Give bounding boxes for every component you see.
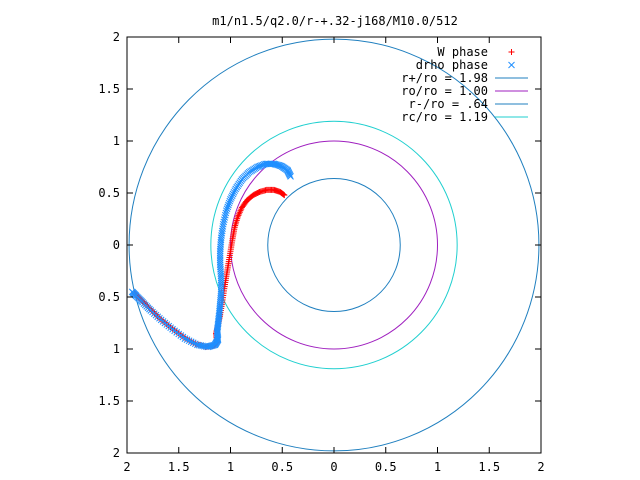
x-tick-label: 2 xyxy=(537,460,544,474)
drho-phase-point xyxy=(226,197,234,205)
drho-phase-point xyxy=(183,336,191,343)
legend-marker xyxy=(508,49,515,55)
drho-phase-point xyxy=(230,188,238,196)
legend-label: rc/ro = 1.19 xyxy=(401,110,488,124)
drho-phase-point xyxy=(263,160,271,168)
drho-phase-point xyxy=(185,337,193,345)
x-tick-label: 2 xyxy=(123,460,130,474)
x-tick-label: 1 xyxy=(434,460,441,474)
circle-series xyxy=(230,140,438,350)
drho-phase-point xyxy=(225,199,233,207)
drho-phase-point xyxy=(191,340,199,348)
x-tick-label: 0.5 xyxy=(271,460,293,474)
x-tick-label: 0.5 xyxy=(375,460,397,474)
drho-phase-point xyxy=(229,190,237,198)
drho-phase-point xyxy=(225,201,232,209)
x-tick-label: 1.5 xyxy=(168,460,190,474)
legend-label: r+/ro = 1.98 xyxy=(401,71,488,85)
circle-series xyxy=(267,177,401,313)
circle-series xyxy=(210,120,458,370)
drho-phase-point xyxy=(128,288,136,296)
legend-label: r-/ro = .64 xyxy=(409,97,488,111)
legend-label: W phase xyxy=(437,45,488,59)
y-tick-label: 2 xyxy=(113,446,120,460)
legend-label: drho phase xyxy=(416,58,488,72)
y-tick-label: 0.5 xyxy=(98,186,120,200)
drho-phase-point xyxy=(189,339,197,347)
drho-phase-point xyxy=(228,192,236,200)
drho-phase-point xyxy=(194,341,201,349)
x-tick-label: 1.5 xyxy=(478,460,500,474)
y-tick-label: 1.5 xyxy=(98,82,120,96)
legend-label: ro/ro = 1.00 xyxy=(401,84,488,98)
x-tick-label: 0 xyxy=(330,460,337,474)
y-tick-label: 0.5 xyxy=(98,290,120,304)
drho-phase-point xyxy=(187,338,195,346)
drho-phase-point xyxy=(232,185,240,193)
y-tick-label: 1 xyxy=(113,342,120,356)
y-tick-label: 2 xyxy=(113,30,120,44)
drho-phase-point xyxy=(231,187,239,194)
legend-marker xyxy=(508,61,515,69)
drho-phase-point xyxy=(224,203,232,211)
drho-phase-point xyxy=(195,341,203,349)
chart-title: m1/n1.5/q2.0/r-+.32-j168/M10.0/512 xyxy=(212,14,458,28)
ticks-layer: 2 1.5 1 0.5 0 0.5 1 1.5 221.510.500.511.52 xyxy=(98,30,544,474)
points-layer xyxy=(128,160,294,351)
x-tick-label: 1 xyxy=(227,460,234,474)
y-tick-label: 1.5 xyxy=(98,394,120,408)
y-tick-label: 1 xyxy=(113,134,120,148)
y-tick-label: 0 xyxy=(113,238,120,252)
drho-phase-point xyxy=(223,205,231,213)
drho-phase-point xyxy=(228,194,235,201)
drho-phase-point xyxy=(227,195,234,203)
